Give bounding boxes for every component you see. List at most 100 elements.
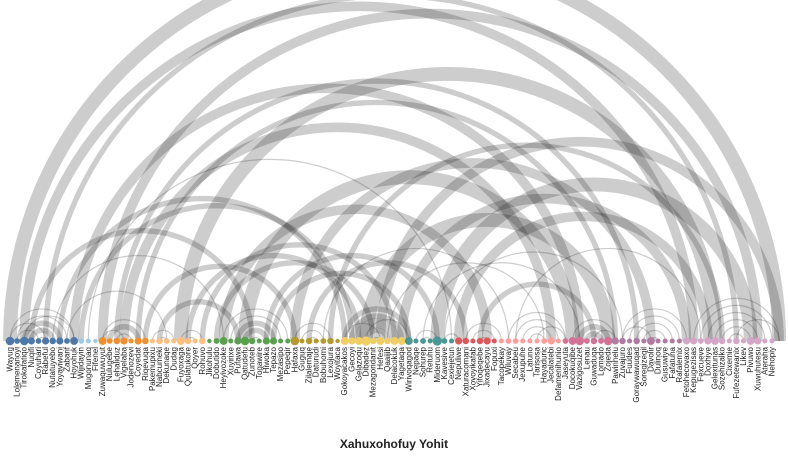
node-label: Kepugezisas (689, 347, 698, 393)
arc-link (327, 142, 725, 342)
node-label: Rafalemix (675, 347, 684, 383)
node-label: Cexiejetun (447, 347, 456, 385)
node-label: Nabcumeki (155, 347, 164, 387)
node-marker (176, 337, 185, 345)
node-marker (404, 337, 413, 345)
node-label: Qatudefu (241, 347, 250, 380)
node-marker (754, 337, 762, 345)
node-label: Heyivozoke (219, 346, 228, 388)
node-label: Yifoqeqebe (476, 346, 485, 387)
arc-link (114, 78, 640, 342)
arc-link (87, 158, 453, 342)
arc-link (97, 8, 763, 342)
node-marker (432, 336, 442, 346)
node-label: Hafaxa (290, 346, 299, 372)
node-label: Vigelaba (119, 346, 128, 378)
arc-link (593, 329, 616, 342)
arc-link (344, 322, 381, 342)
node-marker (491, 338, 497, 344)
node-label: Hoyohuk (70, 346, 79, 379)
node-label: Mezagoridanit (369, 346, 378, 397)
node-marker (163, 338, 170, 344)
node-marker (156, 337, 163, 345)
arc-link (396, 193, 692, 342)
arc-link (42, 0, 740, 342)
node-label: Lehaliduz (112, 347, 121, 381)
node-label: Nehopiy (768, 347, 777, 376)
arc-link (28, 327, 56, 342)
node-label: Tarisosa (532, 346, 541, 376)
arc-link (223, 308, 289, 342)
node-marker (470, 338, 476, 344)
node-marker (740, 338, 747, 344)
node-label: Defamenihunio (554, 346, 563, 400)
node-marker (262, 337, 270, 345)
node-marker (397, 337, 406, 345)
node-label: Gokoyacakos (340, 347, 349, 395)
node-label: Mideruom (433, 347, 442, 383)
node-marker (682, 337, 691, 345)
node-label: Xaturacomani (461, 347, 470, 397)
node-marker (369, 337, 377, 345)
node-marker (390, 337, 399, 345)
node-label: Pakemupixu (148, 347, 157, 391)
node-marker (575, 336, 585, 346)
node-marker (483, 337, 491, 345)
node-marker (633, 337, 640, 345)
node-label: Zojeda (604, 346, 613, 371)
node-marker (527, 338, 533, 344)
node-label: Gusuwiye (661, 346, 670, 382)
arc-link (472, 329, 495, 342)
node-label: Pufawa (233, 346, 242, 373)
node-label: Fufezetewanix (732, 347, 741, 399)
arc-link (477, 281, 597, 342)
node-marker (590, 337, 598, 345)
node-marker (142, 337, 149, 345)
arc-link (16, 315, 68, 342)
node-label: Zunoteb (248, 346, 257, 376)
node-label: Xovoyikafab (468, 346, 477, 390)
node-marker (85, 338, 91, 344)
node-label: Lexojura (326, 346, 335, 377)
node-label: Mugonunaq (84, 347, 93, 389)
node-marker (662, 338, 668, 344)
node-label: Riqevuqa (141, 346, 150, 380)
node-marker (78, 338, 85, 344)
node-marker (213, 338, 220, 344)
node-marker (149, 338, 155, 344)
node-label: Delacokuk (390, 346, 399, 384)
node-marker (361, 336, 371, 346)
node-marker (56, 337, 64, 345)
node-label: Retuhu (426, 347, 435, 373)
arc-link (9, 322, 47, 342)
node-marker (669, 338, 675, 344)
arc-link (185, 252, 362, 342)
arc-link (69, 83, 585, 342)
arc-link (365, 319, 410, 342)
chart-title: Xahuxohofuy Yohit (339, 437, 449, 451)
arc-link (375, 136, 784, 342)
arc-link (156, 299, 241, 342)
node-label: Docokuqibe (568, 346, 577, 389)
node-label: Hefesi (376, 347, 385, 370)
node-marker (762, 338, 768, 344)
node-label: Bobuhomi (319, 347, 328, 383)
node-marker (234, 337, 242, 345)
nodes-layer (5, 336, 775, 346)
node-marker (704, 337, 712, 345)
node-label: Fuyoxaga (176, 346, 185, 382)
node-label: Wayug (6, 347, 15, 372)
node-marker (199, 337, 206, 345)
arc-link (107, 324, 141, 342)
node-marker (655, 338, 661, 344)
node-label: Dudag (169, 347, 178, 371)
node-marker (93, 338, 98, 344)
node-marker (627, 338, 633, 344)
arc-link (322, 247, 510, 342)
node-marker (27, 337, 35, 345)
node-label: Nepuliwe (454, 346, 463, 379)
arc-link (270, 270, 412, 342)
node-marker (340, 337, 349, 345)
node-marker (19, 336, 29, 346)
node-marker (441, 338, 448, 344)
